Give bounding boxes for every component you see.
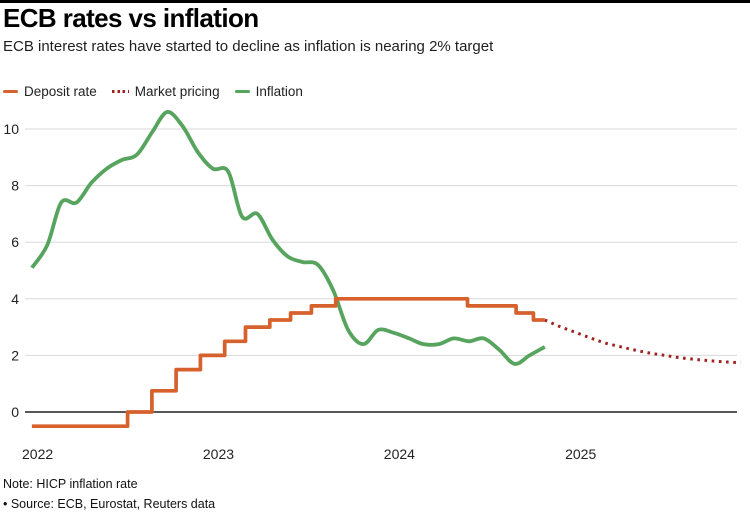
- legend-label-inflation: Inflation: [255, 84, 303, 99]
- legend-item-inflation: Inflation: [234, 84, 303, 99]
- svg-text:0: 0: [11, 404, 19, 420]
- svg-text:8: 8: [11, 178, 19, 194]
- market-pricing-swatch: [111, 90, 129, 93]
- svg-text:2022: 2022: [22, 446, 53, 462]
- chart-source: • Source: ECB, Eurostat, Reuters data: [3, 497, 216, 511]
- legend-label-market-pricing: Market pricing: [134, 84, 220, 99]
- svg-text:2023: 2023: [203, 446, 234, 462]
- svg-text:2: 2: [11, 347, 19, 363]
- chart-legend: Deposit rate Market pricing Inflation: [3, 84, 303, 99]
- legend-item-deposit-rate: Deposit rate: [3, 84, 97, 99]
- top-rule: [0, 0, 750, 3]
- svg-text:2024: 2024: [384, 446, 415, 462]
- chart-subtitle: ECB interest rates have started to decli…: [3, 38, 494, 55]
- svg-text:10: 10: [3, 121, 19, 137]
- legend-label-deposit-rate: Deposit rate: [24, 84, 97, 99]
- svg-text:4: 4: [11, 291, 19, 307]
- deposit-rate-swatch: [3, 89, 18, 94]
- legend-item-market-pricing: Market pricing: [111, 84, 220, 99]
- inflation-swatch: [234, 89, 250, 94]
- svg-text:2025: 2025: [565, 446, 596, 462]
- chart-title: ECB rates vs inflation: [3, 3, 259, 33]
- svg-text:6: 6: [11, 234, 19, 250]
- chart-note: Note: HICP inflation rate: [3, 477, 138, 491]
